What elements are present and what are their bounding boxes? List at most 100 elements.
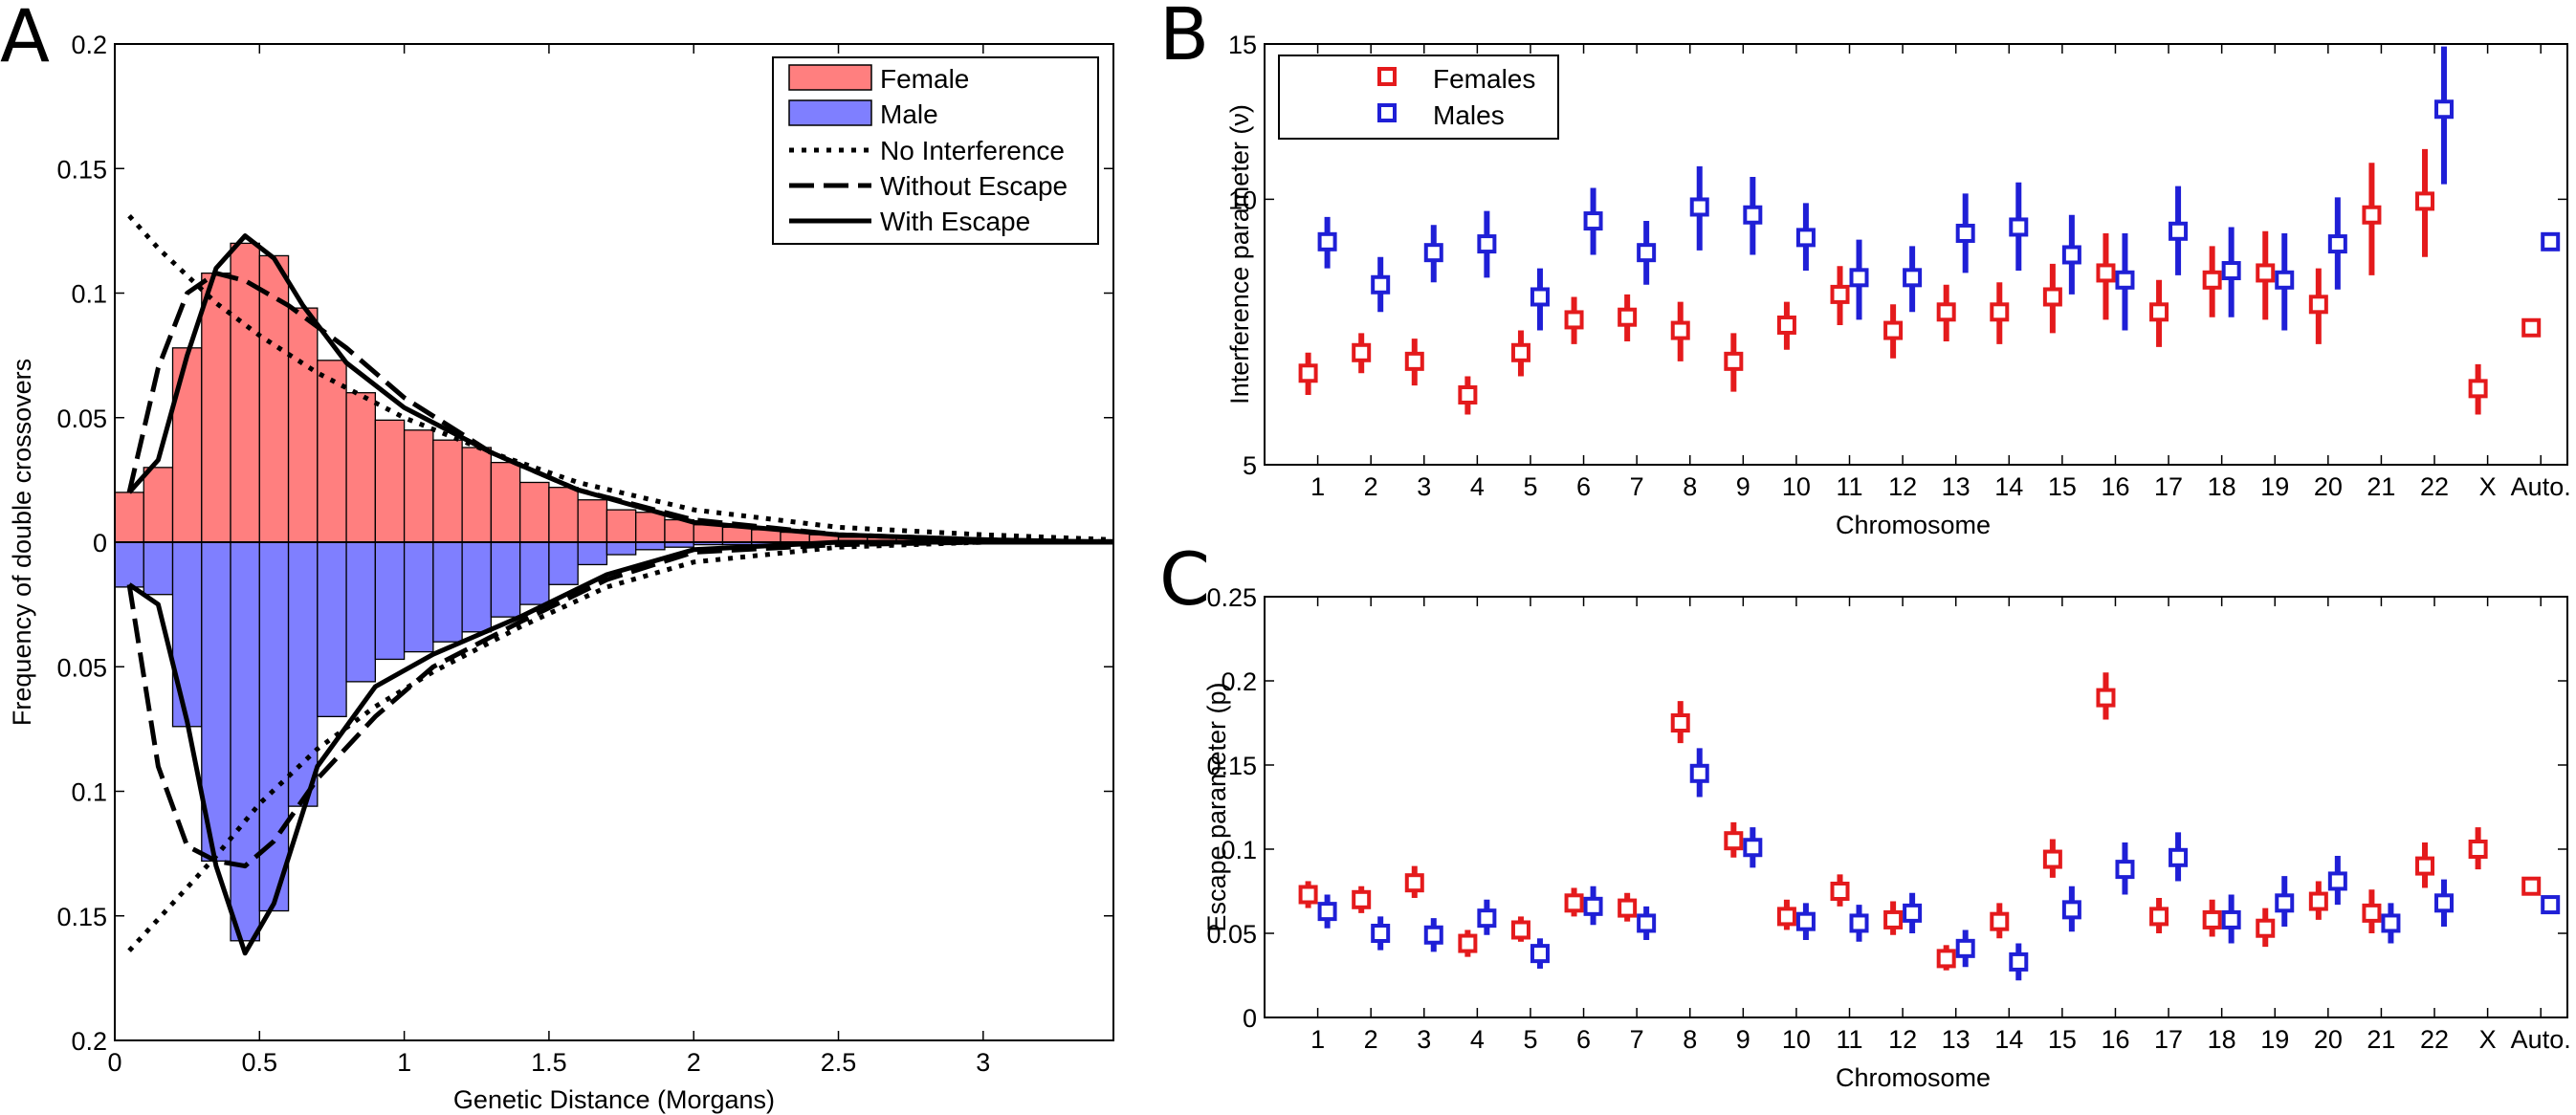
x-tick-label: 9 [1736,1025,1750,1054]
y-tick-label: 10 [1228,186,1257,214]
males-point [1530,287,1550,307]
y-tick-label: 0.2 [71,1027,107,1056]
y-tick-label: 0.1 [1221,836,1257,864]
x-tick-label: 19 [2260,472,2289,501]
male-bar [403,541,434,653]
legend-male-label: Male [880,99,938,129]
females-point [2521,876,2542,896]
females-point [1830,882,1850,901]
females-point [1510,342,1530,362]
legend-with-escape-label: With Escape [880,207,1030,236]
panel-b-axes-frame [1264,43,2568,466]
x-tick-label: 20 [2314,472,2343,501]
females-point [2256,918,2276,938]
x-tick-label: 0 [107,1048,121,1077]
females-point [2149,907,2169,927]
males-point [1689,763,1709,783]
x-tick-label: 18 [2208,472,2236,501]
x-tick-label: Auto. [2511,1025,2571,1054]
x-tick-label: X [2479,472,2497,501]
x-tick-label: 17 [2154,1025,2183,1054]
males-point [1423,243,1443,263]
females-point [2468,379,2488,399]
x-tick-label: 13 [1942,1025,1971,1054]
panel-letter-c: C [1159,536,1210,622]
males-point [2221,261,2241,281]
x-tick-label: 10 [1782,472,1811,501]
x-tick-label: 21 [2367,472,2395,501]
panel-b-ticks: 1 2 3 4 5 6 7 8 9 10 11 12 13 14 15 16 17 18 19 20 21 22 X Auto… [1228,31,2571,501]
x-tick-label: 16 [2101,472,2129,501]
x-tick-label: 2 [1364,1025,1378,1054]
male-bar [114,541,144,588]
y-tick-label: 0.05 [1206,920,1257,949]
x-tick-label: 12 [1888,472,1917,501]
y-tick-label: 0.15 [56,903,107,931]
males-point [1371,274,1391,295]
males-point [1743,838,1763,858]
females-point [1830,284,1850,304]
y-tick-label: 15 [1228,31,1257,59]
y-tick-label: 0.1 [71,280,107,309]
panel-letter-a: A [0,0,50,78]
females-point [1724,831,1744,851]
panel-a-y-axis-label: Frequency of double crossovers [8,359,36,726]
x-tick-label: 22 [2420,472,2449,501]
legend-no-interference-label: No Interference [880,136,1065,165]
x-tick-label: 8 [1683,472,1697,501]
females-point [1564,310,1584,330]
x-tick-label: Auto. [2511,472,2571,501]
x-tick-label: 11 [1836,472,1862,501]
male-bar [171,541,203,728]
females-point [2362,205,2382,225]
panel-b-x-axis-label: Chromosome [1836,511,1991,539]
males-point [2169,847,2189,867]
x-tick-label: 15 [2048,472,2077,501]
females-point [2096,263,2116,283]
males-point [1743,205,1763,225]
females-point [1298,885,1318,905]
x-tick-label: 3 [1417,1025,1431,1054]
female-bar [374,419,406,543]
males-point [1689,197,1709,217]
male-bar [317,541,347,718]
legend-males-label: Males [1433,100,1505,130]
males-point [2434,99,2455,120]
legend-females-marker [1377,67,1397,86]
female-bar [345,392,376,543]
panel-a-curves [126,214,1114,956]
females-point [1990,911,2010,931]
males-point [2115,860,2135,880]
panel-a-ticks: 0 0.5 1 1.5 2 2.5 3 0.2 0.15 0.1 0.05 0 0.05 0.1 0.15 0… [56,31,1113,1077]
female-bar [605,509,637,543]
y-tick-label: 0.2 [1221,667,1257,696]
males-point [2009,951,2029,972]
male-bar [345,541,376,683]
males-point [2275,270,2295,290]
females-point [1883,320,1904,340]
x-tick-label: 14 [1994,1025,2023,1054]
x-tick-label: 19 [2260,1025,2289,1054]
males-point [1903,268,1923,288]
females-point [1883,909,1904,929]
y-tick-label: 0.05 [56,653,107,682]
males-point [1955,223,1975,243]
legend-female-swatch [788,64,872,91]
y-tick-label: 0.25 [1206,583,1257,612]
males-point [2275,893,2295,913]
x-tick-label: 4 [1470,472,1485,501]
females-point [1990,302,2010,322]
females-point [1776,907,1796,927]
y-tick-label: 0 [93,529,107,558]
female-bar [548,487,579,543]
females-point [1404,873,1424,893]
females-point [1724,351,1744,371]
male-bar [143,541,174,596]
female-bar [519,481,550,543]
x-tick-label: X [2479,1025,2497,1054]
panel-a-legend: Female Male No Interference Without Esca… [772,56,1099,245]
panel-c-escape-chart: 1 2 3 4 5 6 7 8 9 10 11 12 13 14 15 16 17 18 19 20 21 22 X Auto… [1202,583,2571,1092]
females-point [1670,320,1690,340]
male-bar [432,541,463,643]
females-point [1936,302,1956,322]
